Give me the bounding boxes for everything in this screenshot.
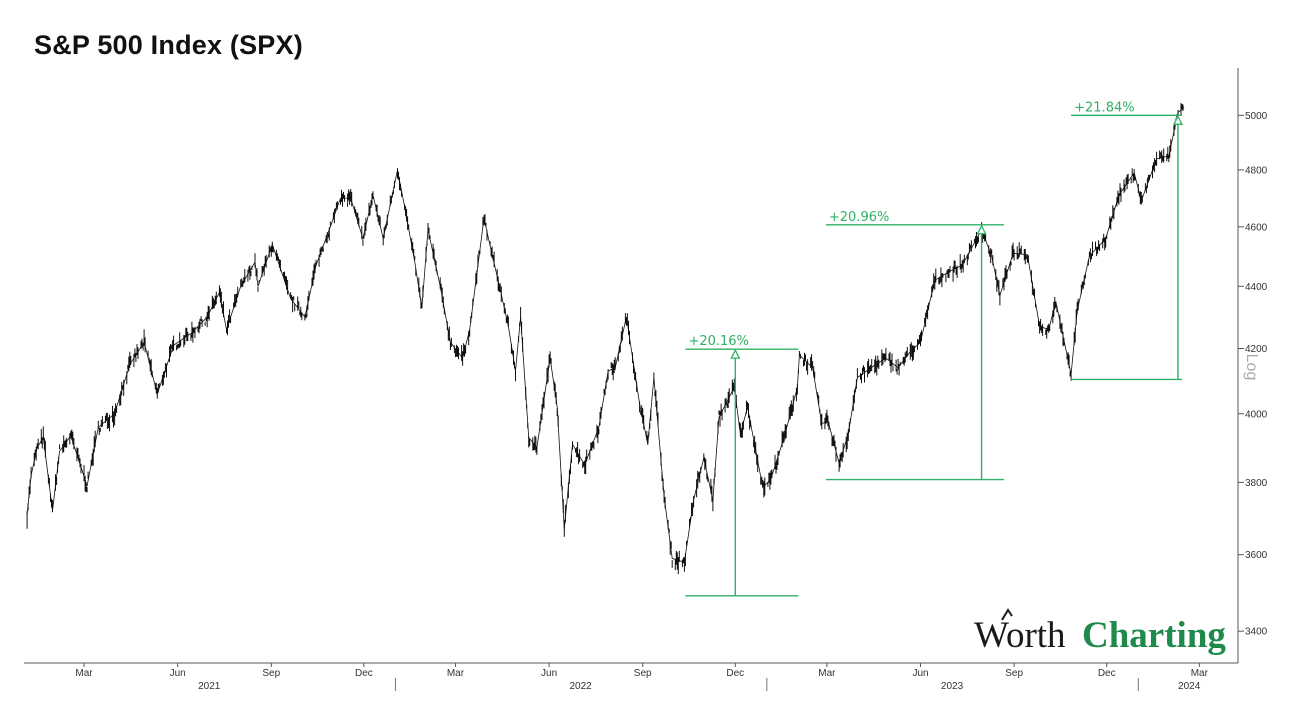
plot-area	[26, 103, 1185, 574]
x-tick-label: Dec	[355, 668, 373, 679]
x-tick-label: Mar	[1191, 668, 1209, 679]
x-tick-label: Dec	[1098, 668, 1116, 679]
x-tick-label: Jun	[170, 668, 186, 679]
worth-charting-logo: Worth Charting	[974, 608, 1226, 656]
chart-title: S&P 500 Index (SPX)	[34, 30, 303, 60]
log-scale-label: Log	[1243, 354, 1260, 381]
y-tick-label: 4600	[1245, 222, 1268, 233]
logo-word-worth: Worth	[974, 615, 1066, 656]
annotation-arrow-icon	[730, 348, 741, 359]
y-tick-label: 3600	[1245, 550, 1268, 561]
y-tick-label: 4200	[1245, 344, 1268, 355]
year-label: 2022	[570, 681, 593, 692]
x-tick-label: Mar	[818, 668, 836, 679]
annotation-label: +21.84%	[1074, 100, 1134, 115]
annotation-label: +20.16%	[688, 334, 748, 349]
annotation-arrow-icon	[976, 224, 987, 235]
x-axis: Mar Jun Sep Dec Mar Jun Sep Dec Mar Jun Sep Dec Mar 2…	[24, 662, 1238, 692]
logo-word-charting: Charting	[1082, 615, 1226, 656]
x-tick-label: Sep	[634, 668, 652, 679]
x-tick-label: Jun	[541, 668, 557, 679]
y-tick-label: 5000	[1245, 111, 1268, 122]
price-line	[26, 106, 1185, 563]
annotation-3: +21.84%	[1071, 100, 1184, 381]
annotation-1: +20.16%	[685, 334, 799, 597]
y-tick-label: 3800	[1245, 478, 1268, 489]
y-tick-label: 3400	[1245, 627, 1268, 638]
year-label: 2024	[1178, 681, 1201, 692]
x-tick-label: Jun	[912, 668, 928, 679]
annotation-arrow-icon	[1172, 114, 1184, 125]
y-tick-label: 4400	[1245, 282, 1268, 293]
year-label: 2021	[198, 681, 221, 692]
x-tick-label: Sep	[262, 668, 280, 679]
logo-arrow-icon	[1001, 608, 1013, 621]
price-bars	[26, 103, 1184, 574]
year-label: 2023	[941, 681, 964, 692]
x-tick-label: Dec	[726, 668, 744, 679]
y-axis: 3400 3600 3800 4000 4200 4400 4600 4800 5000	[1237, 68, 1268, 663]
x-tick-label: Mar	[75, 668, 93, 679]
measure-annotations: +20.16% +20.96% +21.84%	[685, 100, 1184, 597]
x-tick-label: Sep	[1005, 668, 1023, 679]
y-tick-label: 4800	[1245, 165, 1268, 176]
annotation-2: +20.96%	[825, 210, 1004, 481]
annotation-label: +20.96%	[829, 210, 889, 225]
x-tick-label: Mar	[447, 668, 465, 679]
y-tick-label: 4000	[1245, 409, 1268, 420]
